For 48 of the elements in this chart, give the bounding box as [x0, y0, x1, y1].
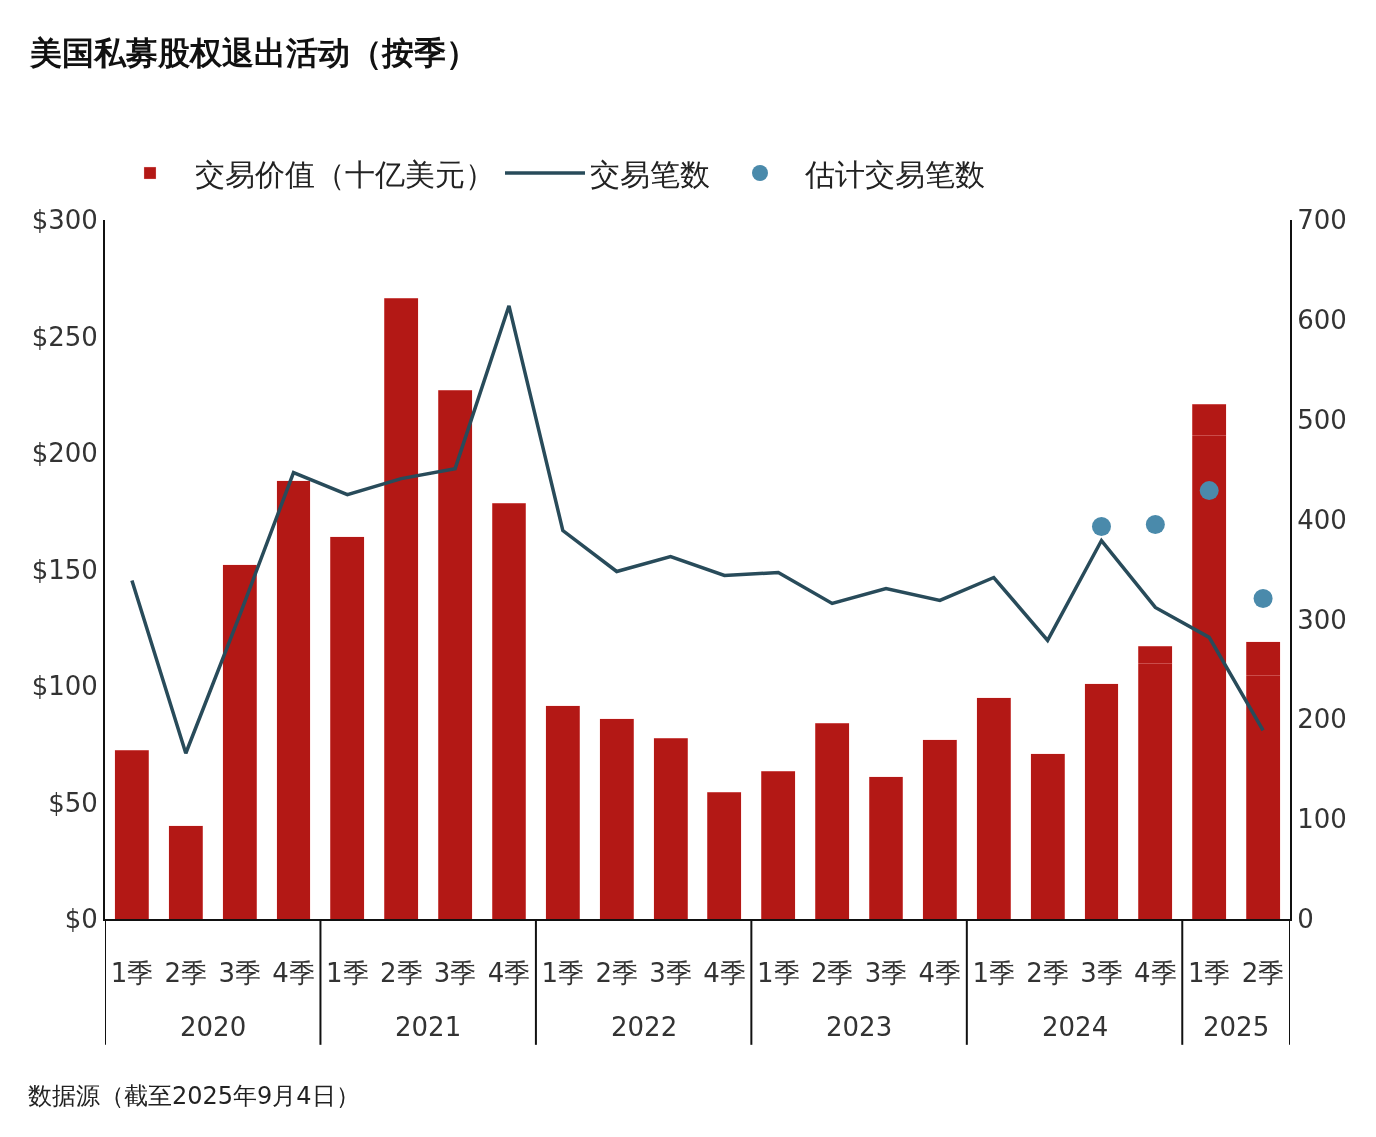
legend-label: 估计交易笔数: [804, 156, 985, 192]
x-tick-label: 1季: [326, 958, 369, 989]
x-tick-label: 2季: [810, 958, 854, 989]
x-tick-label: 3季: [1080, 958, 1123, 989]
y2-tick-label: 600: [1297, 304, 1347, 335]
y2-tick-label: 0: [1297, 904, 1314, 935]
y-tick-label: $150: [31, 554, 98, 585]
y2-tick-label: 400: [1297, 504, 1347, 535]
x-tick-label: 1季: [1187, 958, 1231, 989]
x-tick-label: 4季: [487, 958, 531, 989]
chart-title: 美国私募股权退出活动（按季）: [29, 34, 479, 72]
x-tick-label: 2季: [164, 958, 208, 989]
x-tick-label: 1季: [972, 958, 1016, 989]
y2-tick-label: 100: [1297, 804, 1347, 835]
y-tick-label: $300: [31, 205, 98, 236]
x-tick-label: 2季: [379, 958, 423, 989]
text: 2024: [1042, 1012, 1109, 1042]
x-tick-label: 2季: [1241, 958, 1285, 989]
x-tick-label: 3季: [218, 958, 261, 989]
y2-tick-label: 300: [1297, 604, 1347, 635]
y-tick-label: $50: [48, 787, 98, 818]
x-tick-label: 4季: [1134, 958, 1177, 989]
text: 2020: [180, 1012, 247, 1042]
y-tick-label: $250: [31, 321, 98, 352]
x-tick-label: 3季: [433, 958, 477, 989]
x-tick-label: 3季: [649, 958, 692, 989]
y2-tick-label: 200: [1297, 704, 1347, 735]
legend-label: 交易价值（十亿美元）: [195, 156, 495, 192]
y-tick-label: $200: [31, 438, 98, 469]
x-tick-label: 4季: [272, 958, 315, 989]
x-tick-label: 2季: [1026, 958, 1069, 989]
text: 2022: [611, 1012, 678, 1042]
x-tick-label: 3季: [864, 958, 908, 989]
x-tick-label: 2季: [595, 958, 638, 989]
x-tick-label: 4季: [703, 958, 746, 989]
text: 2025: [1203, 1012, 1270, 1042]
y-tick-label: $100: [31, 671, 98, 702]
y-tick-label: $0: [64, 904, 98, 935]
text: 2021: [395, 1012, 462, 1042]
legend-label: 交易笔数: [590, 156, 710, 192]
text: 2023: [826, 1012, 893, 1042]
x-tick-label: 1季: [541, 958, 585, 989]
x-tick-label: 4季: [918, 958, 962, 989]
text: 数据源（截至2025年9月4日）: [28, 1082, 360, 1110]
x-tick-label: 1季: [110, 958, 154, 989]
y2-tick-label: 500: [1297, 404, 1347, 435]
y2-tick-label: 700: [1297, 205, 1347, 236]
x-tick-label: 1季: [757, 958, 800, 989]
